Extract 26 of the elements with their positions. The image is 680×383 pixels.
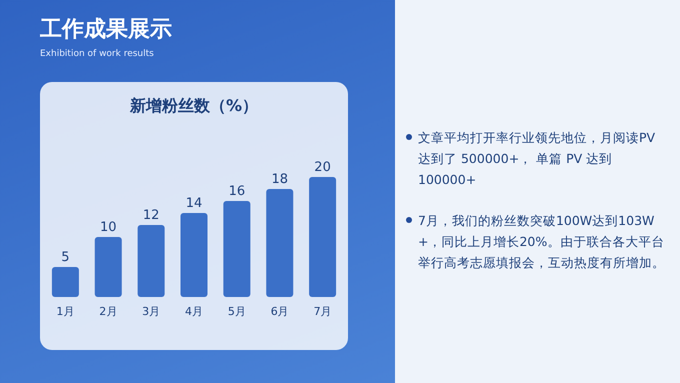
x-tick-label: 4月 <box>185 305 203 318</box>
data-label: 16 <box>228 184 246 199</box>
data-label: 14 <box>186 196 202 211</box>
x-tick-label: 5月 <box>228 305 246 318</box>
text: 文章平均打开率行业领先地位，月阅读PV 达到了 500000+， 单篇 PV 达到 100000+ <box>418 130 656 187</box>
data-label: 18 <box>271 172 288 187</box>
data-label: 20 <box>314 160 331 175</box>
bar <box>266 189 294 297</box>
x-tick-label: 1月 <box>56 305 74 318</box>
chart-title: 新增粉丝数（%） <box>128 96 258 115</box>
bar <box>180 213 208 297</box>
x-tick-label: 2月 <box>99 305 118 318</box>
bar <box>223 201 250 297</box>
x-tick-label: 7月 <box>314 305 332 318</box>
data-label: 5 <box>61 250 70 265</box>
text: 7月，我们的粉丝数突破100W达到103W +，同比上月增长20%。由于联合各大平台举行高考志愿填报会，互动热度有所增加。 <box>418 213 665 270</box>
data-label: 10 <box>100 220 117 235</box>
bar <box>138 225 165 297</box>
x-tick-label: 6月 <box>270 305 289 318</box>
bar <box>309 177 336 297</box>
text: 工作成果展示 <box>40 16 172 44</box>
bar <box>94 237 122 297</box>
x-tick-label: 3月 <box>142 305 160 318</box>
data-label: 12 <box>142 208 160 223</box>
text: Exhibition of work results <box>40 49 154 59</box>
bar <box>52 267 79 297</box>
